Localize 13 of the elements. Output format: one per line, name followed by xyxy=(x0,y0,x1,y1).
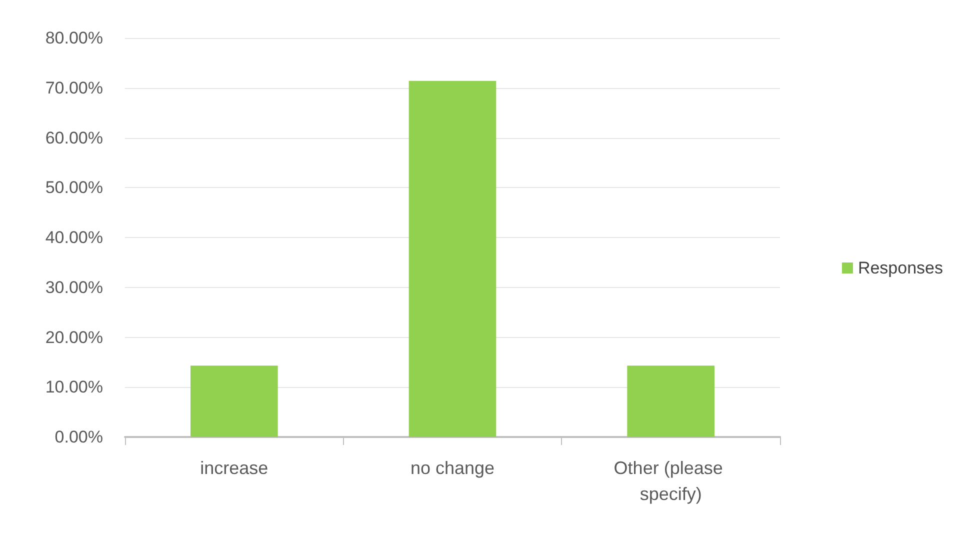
y-tick-label: 20.00% xyxy=(45,328,103,347)
y-tick-label: 10.00% xyxy=(45,378,103,397)
x-tick-label: Other (please specify) xyxy=(614,458,728,504)
y-tick-label: 40.00% xyxy=(45,228,103,247)
legend-label: Responses xyxy=(858,258,944,278)
y-tick-label: 60.00% xyxy=(45,128,103,148)
y-tick-label: 50.00% xyxy=(45,178,103,198)
y-tick-label: 80.00% xyxy=(45,28,103,48)
y-tick-label: 0.00% xyxy=(54,428,103,446)
x-tick-label: no change xyxy=(410,458,495,478)
y-tick-label: 30.00% xyxy=(45,278,103,297)
x-tick-label: increase xyxy=(200,458,268,478)
y-tick-label: 70.00% xyxy=(45,78,103,98)
